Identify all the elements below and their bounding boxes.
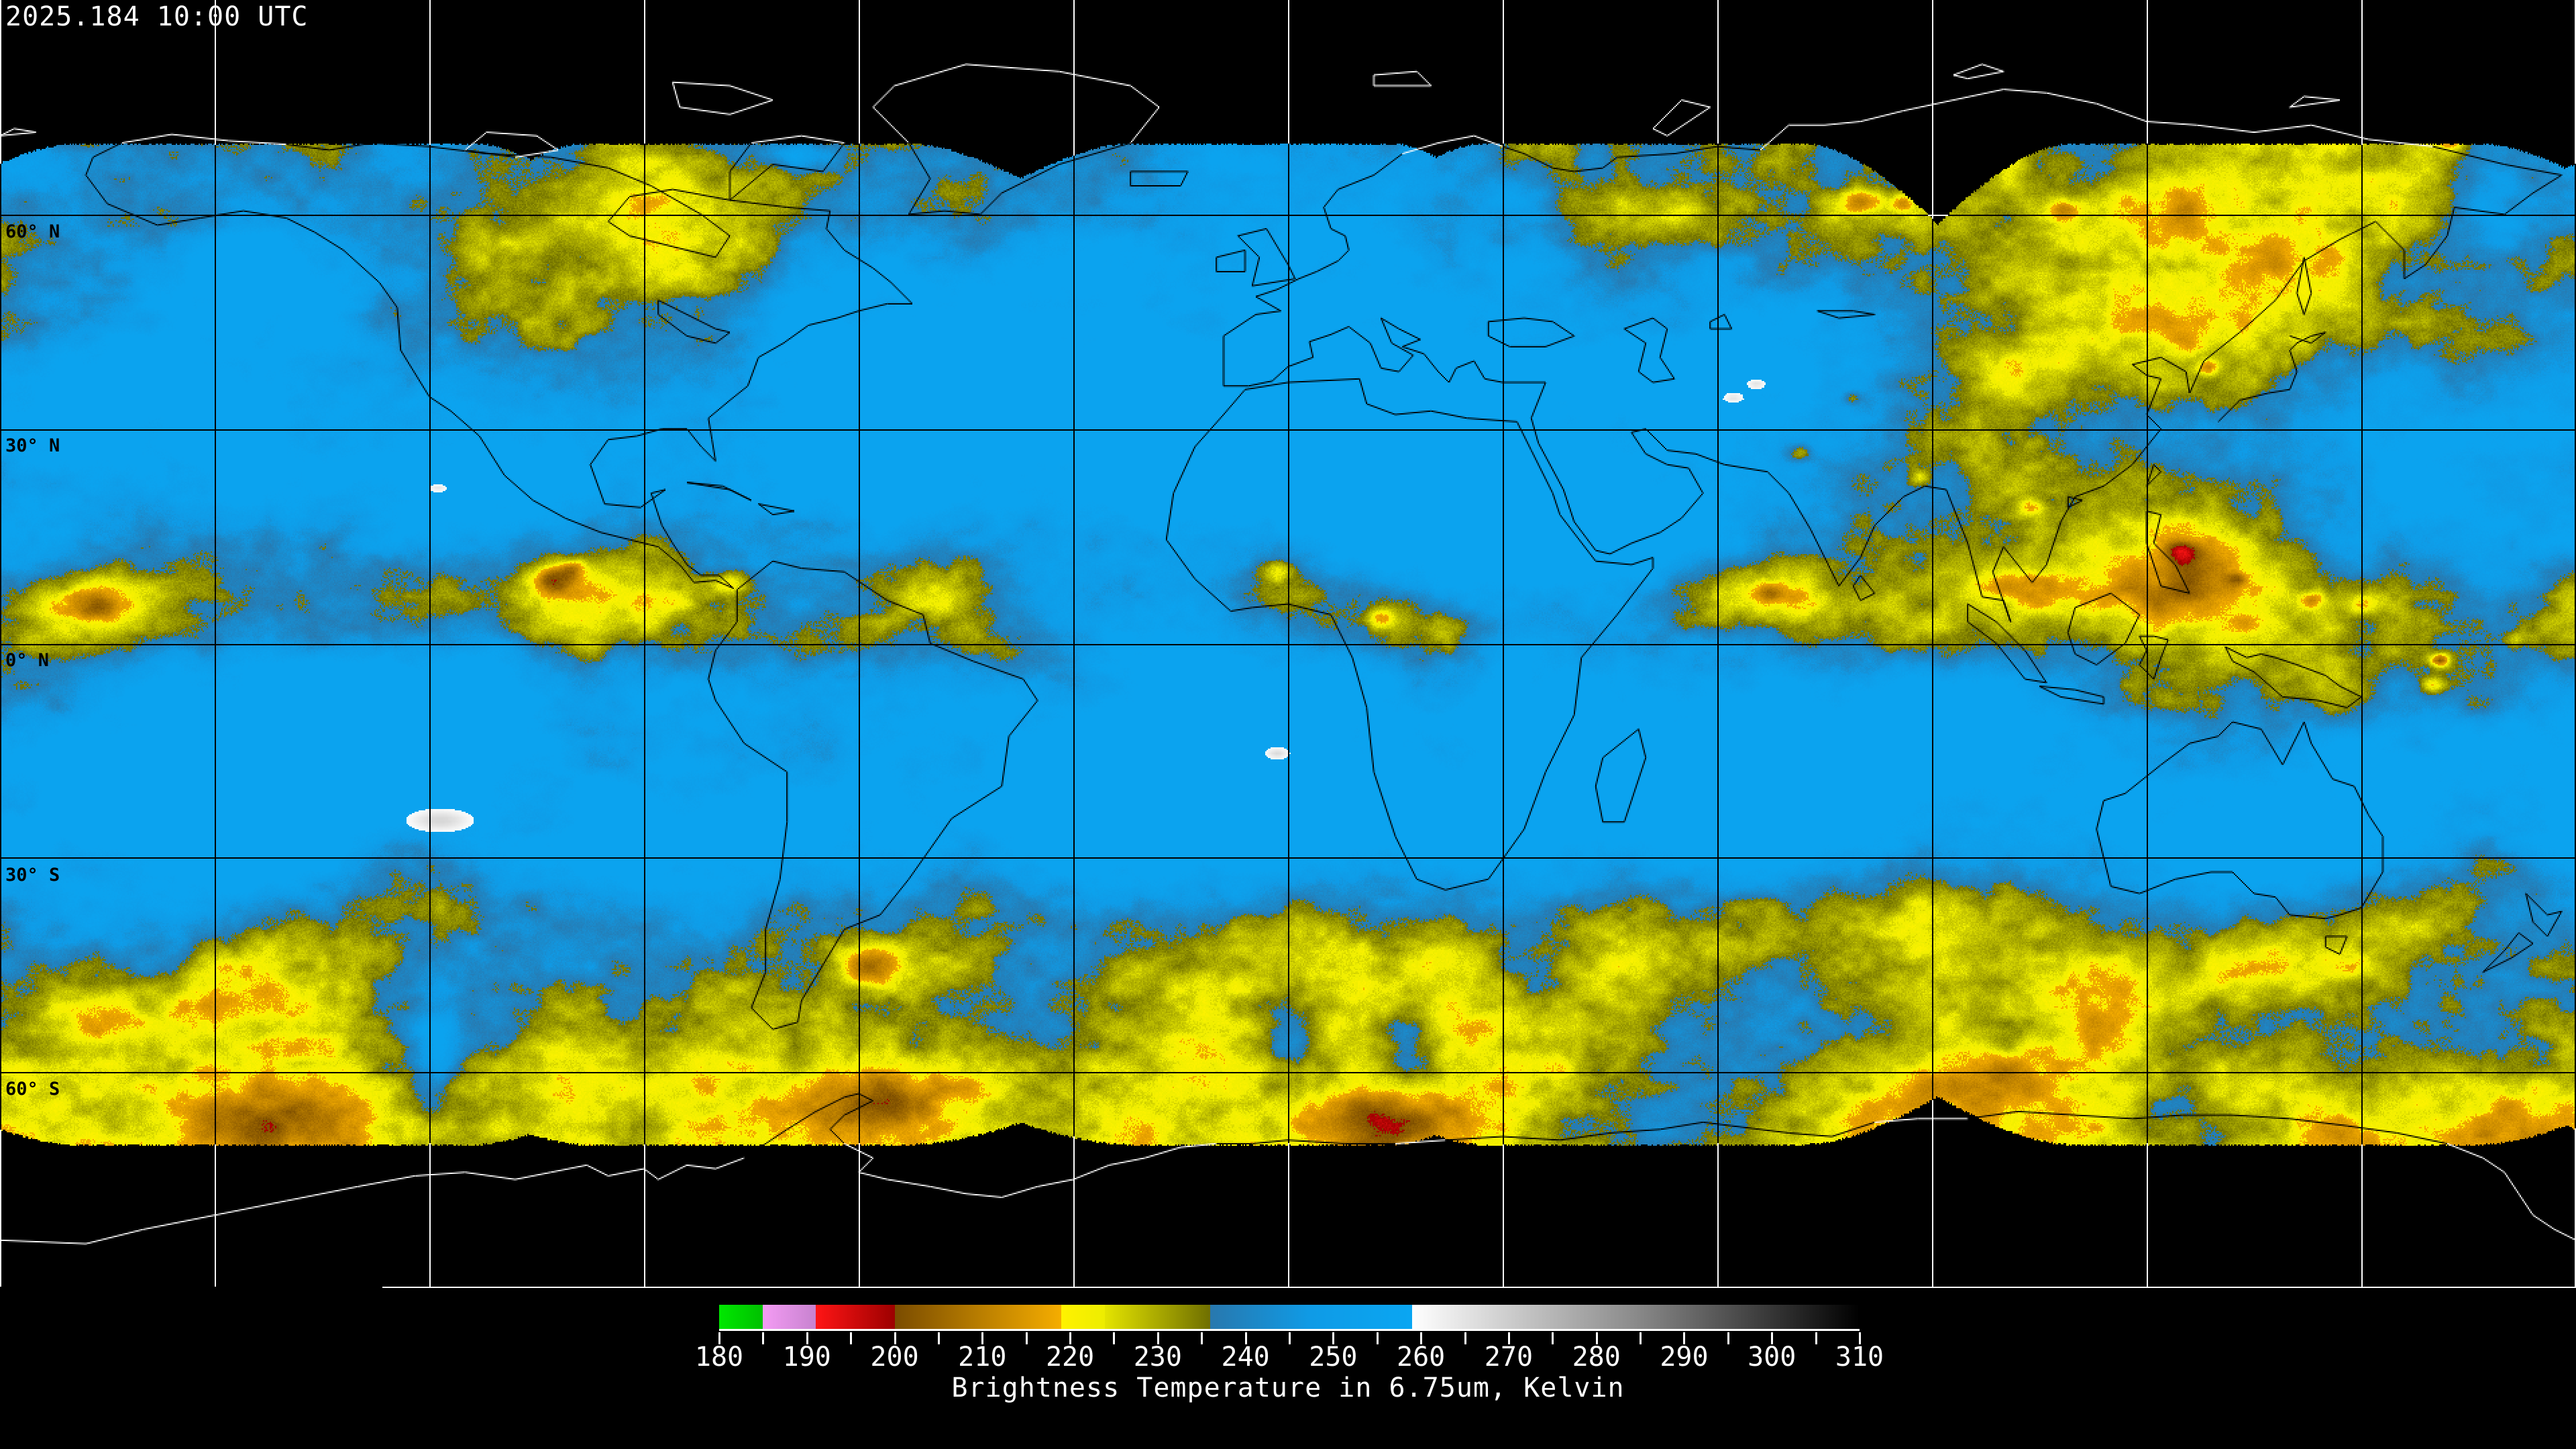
latitude-label: 0° N xyxy=(5,650,50,671)
colorbar-tick xyxy=(806,1332,808,1344)
colorbar-tick-label: 180 xyxy=(694,1342,744,1373)
colorbar-tick xyxy=(762,1332,765,1344)
colorbar-tick-label: 190 xyxy=(782,1342,831,1373)
colorbar-tick-label: 220 xyxy=(1045,1342,1095,1373)
colorbar-tick-label: 280 xyxy=(1572,1342,1621,1373)
colorbar-segment xyxy=(1061,1305,1106,1330)
colorbar-tick-label: 300 xyxy=(1748,1342,1796,1373)
colorbar-segment xyxy=(1105,1305,1211,1330)
colorbar-tick-label: 270 xyxy=(1484,1342,1534,1373)
colorbar-segment xyxy=(815,1305,895,1330)
colorbar-tick xyxy=(1640,1332,1642,1344)
colorbar-tick xyxy=(1025,1332,1028,1344)
colorbar-tick xyxy=(1244,1332,1247,1344)
colorbar-tick-label: 210 xyxy=(958,1342,1007,1373)
colorbar-tick xyxy=(1376,1332,1379,1344)
colorbar-tick xyxy=(1113,1332,1116,1344)
colorbar-tick xyxy=(1464,1332,1466,1344)
colorbar-tick-label: 230 xyxy=(1133,1342,1182,1373)
latitude-label: 60° S xyxy=(5,1079,60,1100)
colorbar-tick xyxy=(1771,1332,1774,1344)
colorbar-tick-label: 260 xyxy=(1397,1342,1446,1373)
colorbar-segment xyxy=(1210,1305,1413,1330)
colorbar-tick xyxy=(1507,1332,1510,1344)
colorbar-tick-label: 250 xyxy=(1309,1342,1358,1373)
colorbar-tick xyxy=(850,1332,853,1344)
colorbar-tick xyxy=(1420,1332,1423,1344)
colorbar-tick xyxy=(1727,1332,1729,1344)
colorbar-tick xyxy=(1552,1332,1554,1344)
colorbar-segment xyxy=(1412,1305,1860,1330)
colorbar-tick xyxy=(981,1332,984,1344)
latitude-label: 30° N xyxy=(5,435,60,457)
colorbar-tick xyxy=(1157,1332,1159,1344)
colorbar-tick xyxy=(1815,1332,1817,1344)
colorbar-tick xyxy=(1683,1332,1686,1344)
colorbar-tick xyxy=(937,1332,940,1344)
colorbar-tick xyxy=(1289,1332,1291,1344)
colorbar-tick-label: 240 xyxy=(1221,1342,1270,1373)
colorbar-segment xyxy=(719,1305,763,1330)
colorbar-tick xyxy=(1201,1332,1203,1344)
colorbar-tick xyxy=(894,1332,896,1344)
colorbar-tick-label: 310 xyxy=(1835,1342,1884,1373)
colorbar-tick xyxy=(1069,1332,1072,1344)
colorbar-title: Brightness Temperature in 6.75um, Kelvin xyxy=(951,1373,1625,1403)
timestamp: 2025.184 10:00 UTC xyxy=(5,1,309,32)
colorbar-tick xyxy=(718,1332,720,1344)
colorbar-tick xyxy=(1332,1332,1335,1344)
colorbar-baseline xyxy=(719,1329,1860,1331)
colorbar-tick-label: 200 xyxy=(870,1342,919,1373)
latitude-label: 30° S xyxy=(5,864,60,885)
colorbar xyxy=(719,1305,1860,1331)
colorbar-tick-label: 290 xyxy=(1660,1342,1709,1373)
colorbar-segment xyxy=(763,1305,816,1330)
latitude-label: 60° N xyxy=(5,221,60,242)
colorbar-tick xyxy=(1859,1332,1861,1344)
colorbar-tick xyxy=(1595,1332,1598,1344)
colorbar-segment xyxy=(894,1305,1061,1330)
